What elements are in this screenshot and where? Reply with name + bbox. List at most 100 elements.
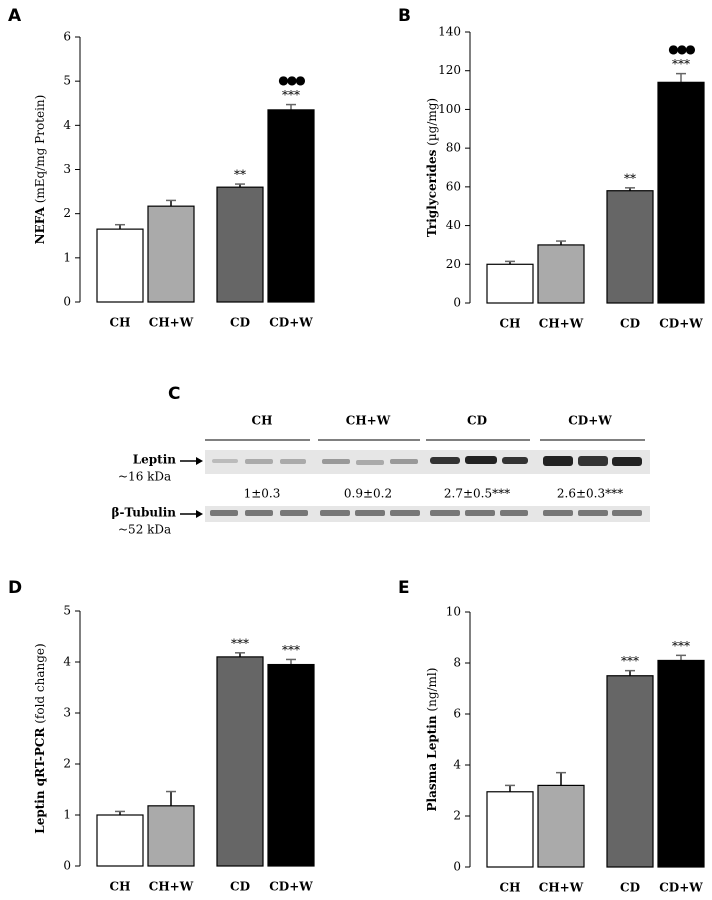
bar [657, 81, 705, 304]
x-tick-label: CD+W [269, 880, 313, 894]
y-tick-label: 4 [63, 655, 71, 669]
group-label: CD [467, 414, 487, 428]
y-tick-label: 3 [63, 162, 71, 176]
bar [486, 791, 534, 868]
bar [216, 656, 264, 867]
y-tick-label: 5 [63, 74, 71, 88]
y-label-name: Leptin qRT-PCR [33, 727, 47, 834]
significance-top: ●●● [668, 42, 695, 56]
y-tick-label: 0 [453, 860, 461, 874]
y-tick-label: 4 [63, 118, 71, 132]
row-label: β-Tubulin [112, 506, 177, 520]
y-tick-label: 6 [63, 30, 71, 44]
blot-image [180, 450, 650, 522]
quantification: 2.7±0.5*** [444, 487, 510, 501]
x-tick-label: CH [500, 881, 521, 895]
significance: *** [231, 636, 249, 650]
y-tick-label: 3 [63, 706, 71, 720]
bar [147, 205, 195, 303]
y-label-unit: (µg/mg) [425, 98, 439, 146]
significance: *** [282, 643, 300, 657]
y-tick-label: 60 [446, 179, 461, 193]
bar [267, 109, 315, 303]
significance: ** [624, 171, 636, 185]
bar [96, 814, 144, 867]
x-tick-label: CH+W [149, 880, 194, 894]
y-label-unit: (ng/ml) [425, 668, 439, 712]
quantification: 2.6±0.3*** [557, 487, 623, 501]
y-tick-label: 40 [446, 218, 461, 232]
y-axis-label: NEFA (mEq/mg Protein) [33, 95, 47, 245]
significance: *** [282, 88, 300, 102]
significance: *** [672, 57, 690, 71]
y-tick-label: 10 [446, 605, 461, 619]
significance: *** [621, 654, 639, 668]
bar [537, 784, 585, 868]
y-label-unit: (fold change) [33, 643, 47, 723]
group-label: CD+W [568, 414, 612, 428]
y-tick-label: 0 [63, 295, 71, 309]
x-tick-label: CD+W [269, 316, 313, 330]
bar [606, 190, 654, 304]
quantification: 1±0.3 [244, 487, 281, 501]
panel-letter: B [398, 6, 411, 26]
x-tick-label: CH [110, 316, 131, 330]
y-axis-label: Plasma Leptin (ng/ml) [425, 668, 439, 812]
y-axis-label: Triglycerides (µg/mg) [425, 98, 439, 237]
y-tick-label: 1 [63, 808, 71, 822]
significance: ** [234, 168, 246, 182]
y-tick-label: 100 [438, 102, 461, 116]
bar [216, 186, 264, 303]
x-tick-label: CH+W [539, 881, 584, 895]
y-tick-label: 6 [453, 707, 461, 721]
row-size: ~52 kDa [118, 523, 171, 537]
x-tick-label: CH [500, 317, 521, 331]
group-label: CH [252, 414, 273, 428]
y-label-name: Plasma Leptin [425, 715, 439, 811]
y-tick-label: 140 [438, 25, 461, 39]
y-tick-label: 2 [453, 809, 461, 823]
group-label: CH+W [346, 414, 391, 428]
x-tick-label: CH+W [149, 316, 194, 330]
panel-letter: A [8, 6, 22, 26]
y-tick-label: 5 [63, 604, 71, 618]
y-tick-label: 20 [446, 257, 461, 271]
y-tick-label: 1 [63, 250, 71, 264]
y-label-name: Triglycerides [425, 149, 439, 237]
significance-top: ●●● [278, 73, 305, 87]
y-tick-label: 120 [438, 63, 461, 77]
bar [606, 675, 654, 868]
panel-letter: E [398, 578, 410, 598]
bar [537, 244, 585, 304]
x-tick-label: CD+W [659, 881, 703, 895]
significance: *** [672, 639, 690, 653]
panel-letter: C [168, 384, 180, 404]
y-label-name: NEFA [33, 206, 47, 244]
y-tick-label: 0 [63, 859, 71, 873]
y-tick-label: 8 [453, 656, 461, 670]
y-tick-label: 4 [453, 758, 461, 772]
x-tick-label: CH [110, 880, 131, 894]
x-tick-label: CD+W [659, 317, 703, 331]
bar [657, 659, 705, 868]
y-tick-label: 2 [63, 206, 71, 220]
y-axis-label: Leptin qRT-PCR (fold change) [33, 643, 47, 833]
x-tick-label: CD [230, 316, 250, 330]
y-tick-label: 0 [453, 296, 461, 310]
y-label-unit: (mEq/mg Protein) [33, 95, 47, 204]
bar [147, 805, 195, 867]
x-tick-label: CD [230, 880, 250, 894]
bar [96, 228, 144, 303]
quantification: 0.9±0.2 [344, 487, 392, 501]
y-tick-label: 80 [446, 141, 461, 155]
x-tick-label: CH+W [539, 317, 584, 331]
row-size: ~16 kDa [118, 470, 171, 484]
row-label: Leptin [133, 453, 177, 467]
bar [267, 663, 315, 867]
bar [486, 263, 534, 304]
y-tick-label: 2 [63, 757, 71, 771]
panel-letter: D [8, 578, 22, 598]
x-tick-label: CD [620, 881, 640, 895]
x-tick-label: CD [620, 317, 640, 331]
